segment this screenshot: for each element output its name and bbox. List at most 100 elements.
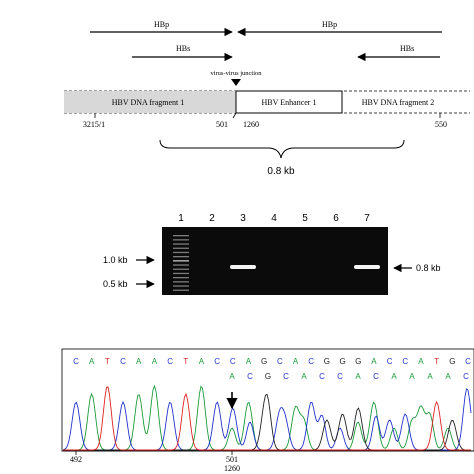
ladder-band — [173, 272, 189, 275]
ladder-band — [173, 247, 189, 249]
ladder-band — [173, 256, 189, 258]
primer-hbp-right-label: HBp — [322, 20, 337, 29]
sequence-base: C — [73, 357, 79, 366]
sequence-base: C — [337, 372, 343, 381]
gel-image — [162, 227, 388, 295]
ladder-band — [173, 264, 189, 266]
sequence-base: C — [167, 357, 173, 366]
gel-band — [354, 265, 380, 269]
sequence-base: A — [152, 357, 158, 366]
lane-number-labels: 1 2 3 4 5 6 7 — [178, 213, 370, 224]
sequence-base: C — [120, 357, 126, 366]
ladder-band — [173, 285, 189, 287]
sequence-base: A — [418, 357, 424, 366]
size-brace — [159, 139, 405, 159]
ladder-band — [173, 239, 189, 241]
lane-number: 3 — [240, 213, 246, 224]
axis-label-1260: 1260 — [224, 464, 240, 473]
sequence-base: A — [409, 372, 415, 381]
ladder-band — [173, 277, 189, 279]
enhancer-label: HBV Enhancer 1 — [262, 98, 317, 107]
axis-label-501: 501 — [226, 455, 238, 464]
lane-number: 4 — [271, 213, 277, 224]
junction-label: virus-virus junction — [210, 70, 262, 77]
ladder-band — [173, 251, 189, 254]
sequence-base: C — [214, 357, 220, 366]
sequence-base: A — [199, 357, 205, 366]
position-501: 501 — [216, 120, 228, 129]
sequence-base: A — [371, 357, 377, 366]
tick-junction — [232, 112, 237, 119]
axis-label-492: 492 — [70, 455, 82, 464]
gel-band — [230, 265, 256, 269]
sequence-base: C — [230, 357, 236, 366]
sequence-base: A — [89, 357, 95, 366]
fragment-1-label: HBV DNA fragment 1 — [112, 98, 185, 107]
position-550: 550 — [435, 120, 447, 129]
primer-hbp-left-label: HBp — [154, 20, 169, 29]
trace-g — [63, 393, 471, 451]
sequence-base: C — [319, 372, 325, 381]
position-1260: 1260 — [243, 120, 259, 129]
sequence-base: G — [265, 372, 271, 381]
sequence-base: G — [449, 357, 455, 366]
marker-1kb-label: 1.0 kb — [103, 255, 128, 265]
sequence-base: T — [183, 357, 188, 366]
sequence-base: C — [373, 372, 379, 381]
genome-map-panel: HBp HBp HBs HBs virus-virus junction HBV… — [64, 20, 470, 177]
ladder-band — [173, 268, 189, 270]
sequence-base: C — [387, 357, 393, 366]
sequence-base: A — [445, 372, 451, 381]
ladder-band — [173, 289, 189, 291]
sequence-base: G — [261, 357, 267, 366]
sequence-base: C — [277, 357, 283, 366]
sequence-base: C — [402, 357, 408, 366]
trace-c — [62, 388, 472, 451]
sequence-base: A — [427, 372, 433, 381]
sequence-base: C — [465, 357, 471, 366]
sequence-base: G — [355, 357, 361, 366]
ladder-band — [173, 235, 189, 237]
gel-panel: 1 2 3 4 5 6 7 1.0 kb 0.5 kb 0.8 kb — [103, 213, 441, 295]
sequence-base: C — [283, 372, 289, 381]
primer-hbs-right-label: HBs — [400, 44, 414, 53]
ladder-band — [173, 243, 189, 245]
junction-marker-icon — [231, 79, 241, 86]
sequence-base: C — [463, 372, 469, 381]
sequence-base: A — [293, 357, 299, 366]
sequence-base: G — [339, 357, 345, 366]
sequence-base: A — [355, 372, 361, 381]
lane-number: 2 — [209, 213, 215, 224]
sequence-base: T — [105, 357, 110, 366]
sequence-base: A — [229, 372, 235, 381]
sequence-base: A — [301, 372, 307, 381]
band-size-label: 0.8 kb — [416, 263, 441, 273]
sequence-base: A — [391, 372, 397, 381]
marker-05kb-label: 0.5 kb — [103, 279, 128, 289]
ladder-band — [173, 281, 189, 283]
dna-ladder — [173, 235, 189, 291]
enhancer-box — [235, 90, 343, 114]
sequence-base: C — [308, 357, 314, 366]
trace-t — [63, 386, 471, 451]
lane-number: 5 — [302, 213, 308, 224]
position-start: 3215/1 — [83, 120, 105, 129]
fragment-2-label: HBV DNA fragment 2 — [362, 98, 435, 107]
sequence-base: T — [434, 357, 439, 366]
primer-hbs-left-label: HBs — [176, 44, 190, 53]
amplicon-size-label: 0.8 kb — [267, 166, 295, 177]
lane-number: 7 — [364, 213, 370, 224]
fragment-1-box — [64, 91, 236, 113]
sequence-base: A — [246, 357, 252, 366]
sequence-base: C — [247, 372, 253, 381]
lane-number: 1 — [178, 213, 184, 224]
sequence-base: G — [324, 357, 330, 366]
ladder-band — [173, 260, 189, 262]
chromatogram-traces — [62, 384, 472, 451]
gel-bands — [230, 265, 380, 269]
sequence-base: A — [136, 357, 142, 366]
